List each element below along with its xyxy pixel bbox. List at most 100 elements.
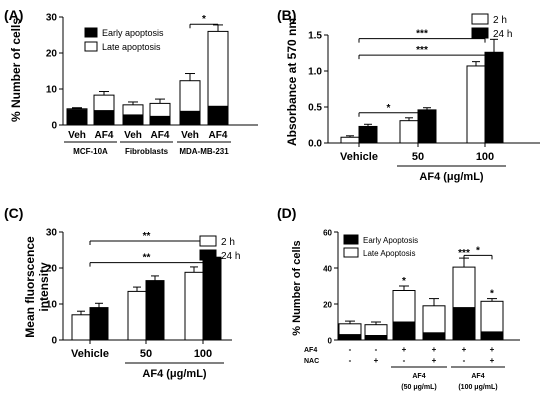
panel-3-ylabel: Mean fluorscence <box>23 236 37 338</box>
panel-4-bar-late-apoptosis <box>338 323 362 336</box>
panel-2-bar-24-h <box>358 125 378 144</box>
panel-3-ylabel: intensity <box>37 262 51 312</box>
panel-4-label: (D) <box>277 205 296 221</box>
panel-2-ytick-label: 1.0 <box>308 67 322 78</box>
panel-4-bar-late-apoptosis <box>392 290 416 323</box>
panel-1-bar-early-apoptosis <box>93 110 115 126</box>
panel-2-legend-label: 24 h <box>493 29 512 40</box>
panel-2-bar-24-h <box>417 109 437 144</box>
panel-3-ytick-label: 0 <box>51 336 57 347</box>
panel-1-label: (A) <box>4 7 23 23</box>
panel-3-bar-2-h <box>71 314 91 341</box>
panel-1-category-label: Veh <box>68 130 86 141</box>
panel-4-row-value: + <box>432 345 437 354</box>
panel-1-category-label: AF4 <box>151 130 170 141</box>
panel-4-row-value: - <box>375 345 378 354</box>
panel-1-bar-early-apoptosis <box>179 110 201 126</box>
panel-3-ytick-label: 20 <box>46 264 58 275</box>
panel-2-ytick-label: 1.5 <box>308 31 322 42</box>
panel-4-group-label: (50 μg/mL) <box>401 384 436 391</box>
panel-1-category-label: Veh <box>124 130 142 141</box>
panel-4-row-value: + <box>402 345 407 354</box>
panel-3-label: (C) <box>4 205 23 221</box>
panel-3-bar-24-h <box>145 280 165 341</box>
panel-1-bar-early-apoptosis <box>66 109 88 126</box>
panel-2-ylabel: Absorbance at 570 nm <box>285 18 299 146</box>
panel-4-row-value: + <box>374 356 379 365</box>
panel-4-bar-early-apoptosis <box>422 332 446 341</box>
panel-4-row-label: AF4 <box>304 347 317 354</box>
panel-2-ytick-label: 0.0 <box>308 139 322 150</box>
panel-2-xlabel: AF4 (μg/mL) <box>419 171 484 183</box>
panel-4-group-label: AF4 <box>412 373 425 380</box>
panel-2-sig-label: *** <box>416 45 428 56</box>
panel-3-bar-2-h <box>184 271 204 341</box>
panel-4-group-label: (100 μg/mL) <box>458 384 497 391</box>
panel-1-bar-late-apoptosis <box>179 80 201 112</box>
panel-3-bar-2-h <box>127 290 147 341</box>
panel-1-ytick-label: 30 <box>46 13 58 24</box>
panel-1-category-label: AF4 <box>95 130 114 141</box>
panel-4-bar-early-apoptosis <box>338 334 362 341</box>
panel-4-row-value: - <box>403 356 406 365</box>
panel-1-bar-late-apoptosis <box>207 30 229 107</box>
panel-3-ytick-label: 30 <box>46 228 58 239</box>
panel-3-bar-24-h <box>202 256 222 341</box>
panel-1-bar-late-apoptosis <box>93 94 115 112</box>
panel-4-sig-label: * <box>476 245 480 256</box>
panel-2-category-label: 100 <box>476 151 494 163</box>
panel-1-legend-label: Late apoptosis <box>102 42 161 52</box>
panel-4-ytick-label: 0 <box>328 337 333 346</box>
panel-1-legend-swatch <box>84 41 98 52</box>
panel-1-category-label: AF4 <box>209 130 228 141</box>
panel-4-row-value: + <box>432 356 437 365</box>
panel-2-label: (B) <box>277 7 296 23</box>
panel-4-bar-late-apoptosis <box>480 300 504 333</box>
panel-2-sig-label: * <box>387 103 391 114</box>
panel-4-row-value: + <box>490 356 495 365</box>
panel-2-sig-label: *** <box>416 29 428 40</box>
panel-3-legend-label: 2 h <box>221 237 235 248</box>
panel-2-bar-2-h <box>340 136 360 144</box>
panel-1-bar-early-apoptosis <box>149 115 171 126</box>
panel-1-legend-label: Early apoptosis <box>102 28 164 38</box>
panel-1-group-label: MCF-10A <box>73 147 108 156</box>
panel-1-bar-late-apoptosis <box>66 108 88 111</box>
panel-2-bar-2-h <box>466 65 486 144</box>
panel-4-ylabel: % Number of cells <box>291 240 303 335</box>
panel-3-category-label: Vehicle <box>71 348 109 360</box>
panel-4-legend-label: Late Apoptosis <box>363 249 415 258</box>
panel-4-row-label: NAC <box>304 358 319 365</box>
panel-1-bar-early-apoptosis <box>122 114 144 126</box>
panel-4-bar-late-apoptosis <box>452 266 476 309</box>
panel-1-bar-late-apoptosis <box>149 102 171 117</box>
panel-4-legend-label: Early Apoptosis <box>363 236 418 245</box>
panel-1-ylabel: % Number of cells <box>9 18 23 122</box>
panel-1-group-label: Fibroblasts <box>125 147 169 156</box>
panel-4-bar-early-apoptosis <box>452 307 476 341</box>
panel-3-ytick-label: 10 <box>46 300 58 311</box>
panel-4-bar-late-apoptosis <box>422 305 446 334</box>
panel-1-bar-late-apoptosis <box>122 104 144 116</box>
panel-3-legend-swatch <box>199 249 217 261</box>
panel-4-row-value: + <box>490 345 495 354</box>
panel-2-legend-label: 2 h <box>493 15 507 26</box>
panel-1-ytick-label: 20 <box>46 49 58 60</box>
panel-2-legend-swatch <box>471 13 489 25</box>
panel-1-bar-early-apoptosis <box>207 105 229 126</box>
panel-4-ytick-label: 40 <box>323 265 332 274</box>
panel-4-star-label: * <box>402 276 406 287</box>
panel-1-ytick-label: 10 <box>46 85 58 96</box>
panel-4-bar-early-apoptosis <box>364 335 388 341</box>
panel-1-category-label: Veh <box>181 130 199 141</box>
panel-4-row-value: - <box>349 356 352 365</box>
panel-3-legend-swatch <box>199 235 217 247</box>
panel-3-category-label: 100 <box>194 348 212 360</box>
panel-4-group-label: AF4 <box>471 373 484 380</box>
panel-4-row-value: - <box>463 356 466 365</box>
panel-4-star-label: * <box>490 289 494 300</box>
panel-1-group-label: MDA-MB-231 <box>179 147 229 156</box>
panel-4-row-value: - <box>349 345 352 354</box>
